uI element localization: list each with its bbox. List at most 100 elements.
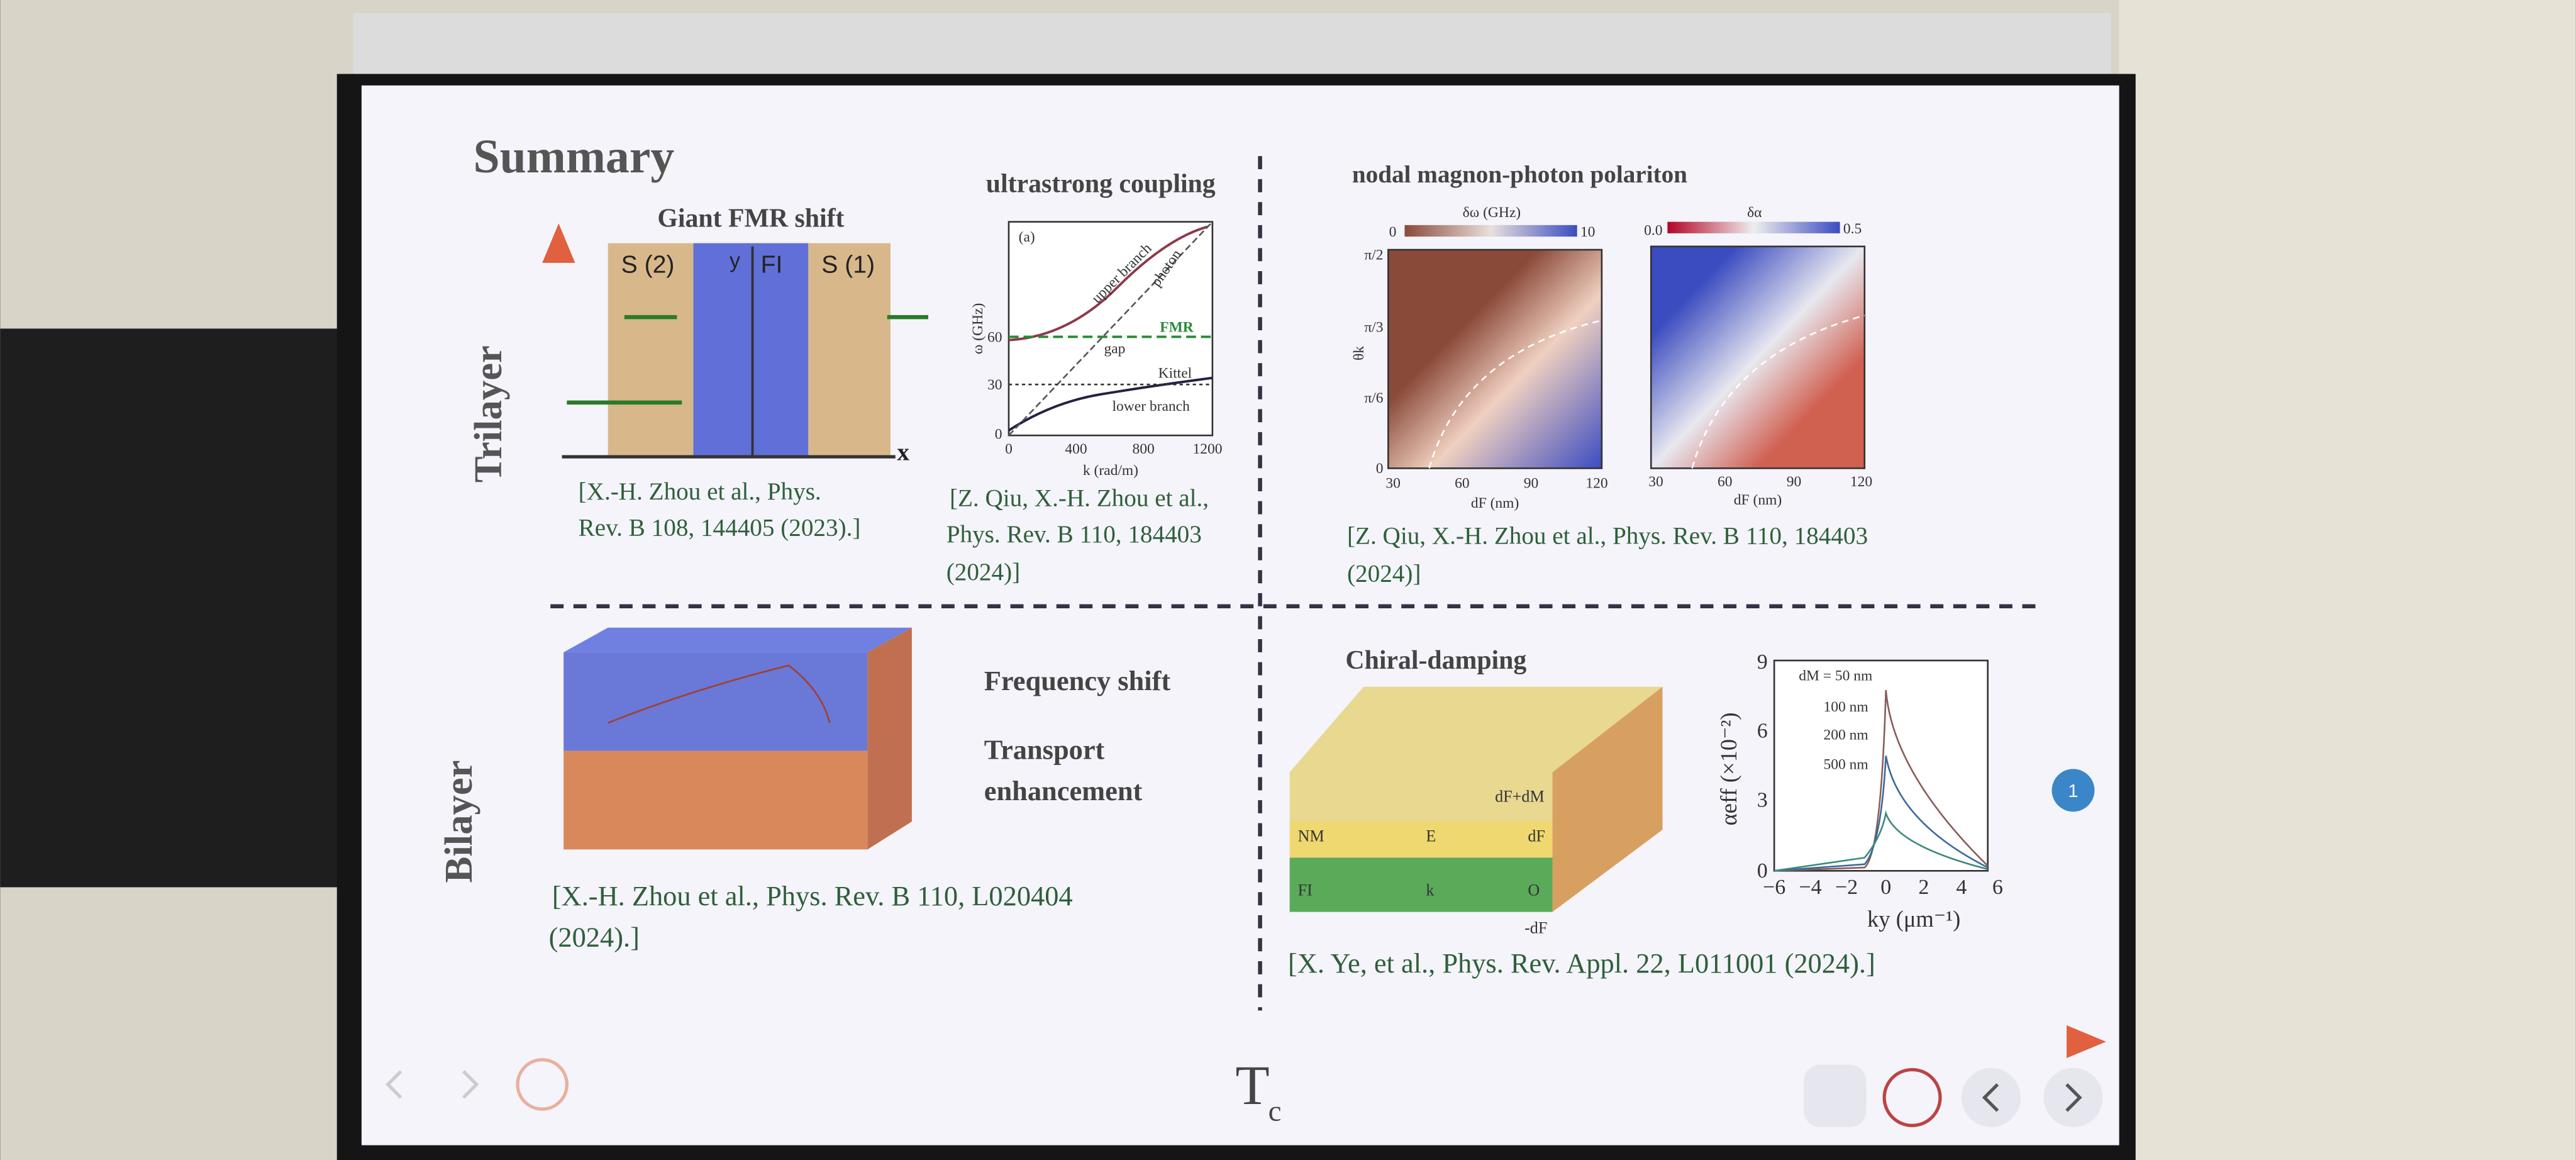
label: dF+dM [1495,788,1545,806]
icon [516,1058,569,1111]
label: S (2) [621,252,675,279]
tick: −4 [1799,876,1822,899]
legend-entry: 500 nm [1823,756,1868,772]
slide-title: Summary [473,131,674,183]
citation: Phys. Rev. B 110, 184403 [947,521,1202,548]
next-button[interactable] [2043,1068,2103,1127]
colorbar-min: 0 [1389,224,1397,240]
block [1289,857,1553,912]
share-button[interactable] [1804,1064,1867,1127]
x-label: k (rad/m) [1083,462,1138,479]
page-badge[interactable] [2051,769,2095,812]
colorbar-max: 0.5 [1843,221,1862,237]
tick: π/2 [1364,247,1383,264]
label: dF [1528,827,1545,845]
tick: 4 [1956,876,1967,899]
x-label: dF (nm) [1734,492,1782,508]
wall-right [2119,0,2576,1160]
y-label: αeff (×10⁻²) [1716,712,1741,825]
layer [693,243,809,457]
icon [1982,1083,1999,1112]
tick: 90 [1787,474,1802,490]
tick: 60 [1455,476,1470,492]
icon [385,1070,479,1099]
curve [1774,810,1988,872]
block [1289,821,1553,858]
citation: [X.-H. Zhou et al., Phys. [579,478,821,505]
plot-frame [1008,221,1214,437]
citation: (2024).] [549,921,640,952]
y-label: ω (GHz) [970,303,986,354]
tick: 0 [1005,441,1013,457]
x-label: T [1235,1055,1269,1117]
citation: (2024)] [1347,560,1421,588]
tick: −6 [1763,876,1785,899]
heading: Giant FMR shift [657,204,844,233]
label: -dF [1524,919,1547,937]
label: FI [1298,881,1313,899]
block [564,750,868,850]
y-arrow [542,223,575,263]
label: lower branch [1113,398,1191,415]
heading: Chiral-damping [1345,646,1526,675]
page-badge-text: 1 [2068,781,2078,801]
panel-polariton: nodal magnon-photon polariton δω (GHz) 0… [1347,161,1872,588]
citation: Rev. B 108, 144405 (2023).] [579,514,861,541]
tick: π/3 [1364,320,1383,336]
label: O [1528,881,1540,899]
y-bottom-label: Bilayer [436,760,480,883]
block-side [867,627,912,850]
tick: 3 [1757,788,1768,811]
colorbar [1667,221,1840,233]
block-top [564,627,912,652]
y-top-label: Trilayer [466,345,510,482]
icon [2065,1083,2082,1112]
label: FMR [1160,320,1194,336]
heatmap [1650,245,1866,469]
tick: 6 [1992,876,2003,899]
panel-chiral: Chiral-damping NM FI E k dF+dM dF O -dF … [1288,646,2003,979]
colorbar [1404,225,1577,237]
label: E [1426,827,1436,845]
legend-entry: 100 nm [1823,699,1868,715]
citation: [X.-H. Zhou et al., Phys. Rev. B 110, L0… [552,880,1073,912]
curve [1008,376,1213,432]
tick: 2 [1918,876,1929,899]
tick: 120 [1585,476,1607,492]
prev-button[interactable] [1961,1068,2021,1127]
panel-coupling: ultrastrong coupling (a) upper branch ph… [947,170,1223,586]
item: Transport [984,734,1105,766]
colorbar-min: 0.0 [1644,223,1662,239]
y-label: θk [1351,346,1367,360]
heatmap [1387,248,1603,469]
tick: 0 [995,426,1002,442]
label: y [730,249,740,273]
tick: 30 [987,377,1002,393]
citation: [Z. Qiu, X.-H. Zhou et al., [950,484,1209,511]
label: gap [1104,341,1125,357]
colorbar-max: 10 [1580,224,1596,240]
tick: 400 [1065,441,1087,457]
block-side [1552,686,1663,912]
legend-entry: dM = 50 nm [1799,667,1872,684]
curve [1008,225,1208,342]
block [1289,772,1553,822]
tick: 0 [1376,460,1384,477]
tick: 1200 [1193,441,1223,457]
layer [608,243,694,457]
label: (a) [1019,229,1035,245]
colorbar-label: δω (GHz) [1463,204,1521,221]
tick: 800 [1133,441,1155,457]
screen-case [353,13,2111,79]
plot-frame [1773,659,1989,872]
item: enhancement [984,775,1143,806]
block [564,652,868,751]
tick: 120 [1850,474,1872,490]
label: NM [1298,827,1324,845]
pen-button[interactable] [1882,1068,1942,1127]
heading: ultrastrong coupling [986,170,1216,199]
tick: 90 [1524,476,1539,492]
label: Kittel [1158,365,1192,382]
